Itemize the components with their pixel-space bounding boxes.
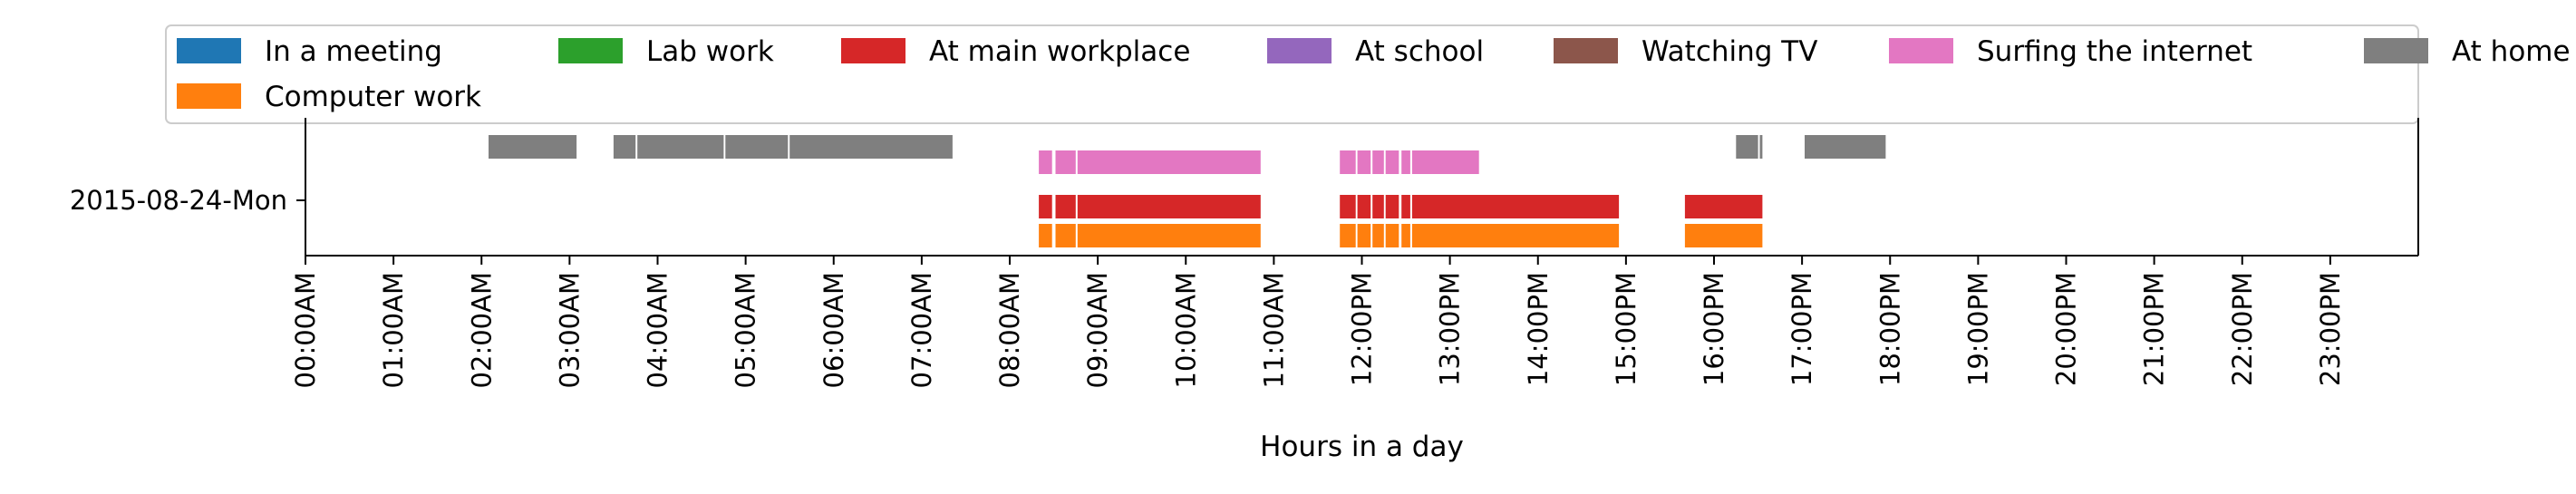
- bar-at-home-6: [1759, 135, 1763, 159]
- x-tick-label-2: 02:00AM: [466, 272, 497, 388]
- x-tick-label-5: 05:00AM: [731, 272, 761, 388]
- legend-swatch-in-a-meeting: [177, 38, 241, 63]
- bar-surfing-the-internet-0: [1039, 150, 1052, 174]
- x-tick-label-18: 18:00PM: [1874, 272, 1905, 386]
- legend-swatch-at-home: [2364, 38, 2428, 63]
- bar-at-home-2: [637, 135, 724, 159]
- bar-at-main-workplace-2: [1077, 195, 1261, 218]
- legend-swatch-surfing-the-internet: [1889, 38, 1953, 63]
- x-tick-label-15: 15:00PM: [1611, 272, 1641, 386]
- x-tick-label-1: 01:00AM: [378, 272, 409, 388]
- bar-at-main-workplace-7: [1401, 195, 1410, 218]
- bar-at-main-workplace-6: [1385, 195, 1399, 218]
- legend-label-surfing-the-internet: Surfing the internet: [1977, 35, 2252, 68]
- legend-swatch-at-school: [1267, 38, 1332, 63]
- x-tick-label-9: 09:00AM: [1082, 272, 1113, 388]
- legend-swatch-lab-work: [558, 38, 623, 63]
- x-tick-label-12: 12:00PM: [1347, 272, 1378, 386]
- bar-at-main-workplace-4: [1357, 195, 1371, 218]
- bar-at-home-5: [1736, 135, 1758, 159]
- bar-surfing-the-internet-2: [1077, 150, 1261, 174]
- legend-label-lab-work: Lab work: [646, 35, 774, 68]
- bar-surfing-the-internet-3: [1340, 150, 1356, 174]
- x-tick-label-11: 11:00AM: [1258, 272, 1289, 388]
- x-tick-label-6: 06:00AM: [818, 272, 849, 388]
- axes: 00:00AM 01:00AM 02:00AM 03:00AM 04:00AM 05:00…: [70, 118, 2419, 388]
- bar-computer-work-4: [1357, 224, 1371, 247]
- x-tick-label-14: 14:00PM: [1523, 272, 1554, 386]
- bar-computer-work-1: [1055, 224, 1076, 247]
- bar-computer-work-2: [1077, 224, 1261, 247]
- x-tick-label-10: 10:00AM: [1170, 272, 1201, 388]
- x-tick-label-22: 22:00PM: [2227, 272, 2258, 386]
- x-tick-label-4: 04:00AM: [643, 272, 673, 388]
- legend-swatch-watching-tv: [1554, 38, 1618, 63]
- bar-at-main-workplace-1: [1055, 195, 1076, 218]
- bar-at-main-workplace-8: [1411, 195, 1620, 218]
- bar-computer-work-5: [1372, 224, 1384, 247]
- bar-surfing-the-internet-6: [1385, 150, 1399, 174]
- y-tick-label-0: 2015-08-24-Mon: [70, 185, 287, 216]
- bar-computer-work-6: [1385, 224, 1399, 247]
- bar-at-home-1: [613, 135, 636, 159]
- bar-at-main-workplace-3: [1340, 195, 1356, 218]
- legend-label-at-main-workplace: At main workplace: [929, 35, 1190, 68]
- bar-at-home-0: [489, 135, 577, 159]
- legend: In a meeting Computer work Lab work At main…: [165, 24, 2571, 124]
- x-tick-label-0: 00:00AM: [290, 272, 321, 388]
- bar-surfing-the-internet-4: [1357, 150, 1371, 174]
- bar-surfing-the-internet-7: [1401, 150, 1410, 174]
- legend-label-at-home: At home: [2452, 35, 2571, 68]
- x-tick-label-23: 23:00PM: [2315, 272, 2346, 386]
- x-tick-label-16: 16:00PM: [1699, 272, 1729, 386]
- legend-label-at-school: At school: [1355, 35, 1484, 68]
- bar-computer-work-8: [1411, 224, 1620, 247]
- legend-swatch-computer-work: [177, 83, 241, 109]
- x-tick-label-19: 19:00PM: [1962, 272, 1993, 386]
- bar-surfing-the-internet-5: [1372, 150, 1384, 174]
- bar-at-home-3: [725, 135, 789, 159]
- legend-box: [165, 24, 2419, 124]
- bar-at-home-4: [789, 135, 953, 159]
- activity-bars: [489, 135, 1886, 247]
- x-tick-label-20: 20:00PM: [2051, 272, 2082, 386]
- x-tick-label-13: 13:00PM: [1435, 272, 1466, 386]
- x-axis-title: Hours in a day: [1260, 431, 1464, 463]
- x-tick-label-8: 08:00AM: [994, 272, 1025, 388]
- legend-label-in-a-meeting: In a meeting: [265, 35, 442, 68]
- legend-label-computer-work: Computer work: [265, 81, 481, 113]
- bar-surfing-the-internet-1: [1055, 150, 1076, 174]
- x-tick-label-3: 03:00AM: [554, 272, 585, 388]
- bar-computer-work-0: [1039, 224, 1052, 247]
- x-tick-label-7: 07:00AM: [906, 272, 937, 388]
- x-tick-label-17: 17:00PM: [1787, 272, 1817, 386]
- x-tick-label-21: 21:00PM: [2139, 272, 2170, 386]
- legend-label-watching-tv: Watching TV: [1641, 35, 1817, 68]
- bar-computer-work-7: [1401, 224, 1410, 247]
- bar-at-home-7: [1805, 135, 1886, 159]
- bar-computer-work-9: [1684, 224, 1763, 247]
- bar-at-main-workplace-5: [1372, 195, 1384, 218]
- bar-surfing-the-internet-8: [1411, 150, 1479, 174]
- bar-at-main-workplace-0: [1039, 195, 1052, 218]
- bar-computer-work-3: [1340, 224, 1356, 247]
- legend-swatch-at-main-workplace: [841, 38, 905, 63]
- bar-at-main-workplace-9: [1684, 195, 1763, 218]
